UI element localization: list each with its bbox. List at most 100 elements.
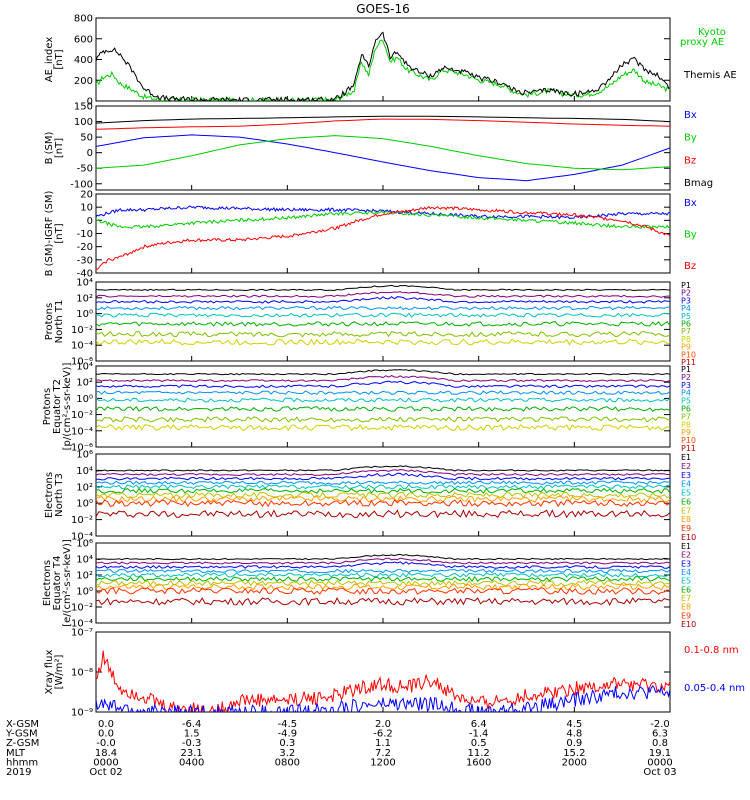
y-tick-label: 10⁻⁴ bbox=[71, 426, 93, 437]
y-axis-label: [nT] bbox=[54, 49, 65, 69]
ephemeris-value: -6.4 bbox=[182, 719, 202, 730]
channel-line-P2 bbox=[96, 375, 670, 383]
legend-E4: E4 bbox=[681, 568, 691, 577]
legend-P5: P5 bbox=[681, 397, 691, 406]
series-line-bx bbox=[96, 205, 670, 220]
y-tick-label: 10⁰ bbox=[76, 587, 93, 598]
y-tick-label: 0 bbox=[87, 216, 93, 227]
legend-By: By bbox=[684, 133, 697, 144]
y-tick-label: -10 bbox=[77, 229, 93, 240]
y-tick-label: 10⁴ bbox=[76, 278, 93, 289]
ephemeris-row-label: Y-GSM bbox=[5, 729, 38, 740]
ephemeris-value: 0.0 bbox=[98, 729, 114, 740]
ephemeris-value: Oct 02 bbox=[89, 767, 122, 778]
y-axis-label: [W/m²] bbox=[54, 654, 65, 689]
series-group bbox=[96, 205, 670, 270]
channel-line-P3 bbox=[96, 296, 670, 304]
legend-P5: P5 bbox=[681, 312, 691, 321]
y-tick-label: 10⁴ bbox=[76, 466, 93, 477]
panel-frame bbox=[95, 193, 671, 274]
channel-line-E1 bbox=[96, 553, 670, 561]
y-axis-label: Equator T2 bbox=[52, 379, 63, 434]
ephemeris-value: 7.2 bbox=[375, 748, 391, 759]
y-tick-label: 800 bbox=[74, 14, 93, 25]
legend-themis-ae: Themis AE bbox=[683, 70, 737, 81]
channel-line-P7 bbox=[96, 416, 670, 423]
legend-P9: P9 bbox=[681, 343, 691, 352]
legend-P11: P11 bbox=[681, 444, 696, 453]
channel-line-E5 bbox=[96, 484, 670, 490]
ephemeris-value: 19.1 bbox=[649, 748, 671, 759]
y-axis-label: Protons bbox=[44, 303, 55, 340]
ephemeris-value: 2000 bbox=[562, 757, 587, 768]
ephemeris-value: 0000 bbox=[647, 757, 672, 768]
channel-line-P4 bbox=[96, 390, 670, 395]
legend-P2: P2 bbox=[681, 373, 691, 382]
y-tick-label: 200 bbox=[74, 76, 93, 87]
channel-line-E3 bbox=[96, 472, 670, 481]
ephemeris-value: 1.5 bbox=[184, 729, 200, 740]
channel-line-E4 bbox=[96, 568, 670, 574]
channel-line-E9 bbox=[96, 587, 670, 595]
ephemeris-value: 4.8 bbox=[566, 729, 582, 740]
ephemeris-value: 1200 bbox=[370, 757, 395, 768]
y-tick-label: 10⁰ bbox=[76, 499, 93, 510]
legend-kyoto-proxy-ae: Kyoto bbox=[698, 27, 726, 38]
ephemeris-value: 1600 bbox=[466, 757, 491, 768]
ephemeris-value: 0.8 bbox=[652, 738, 668, 749]
y-tick-label: 10⁰ bbox=[76, 394, 93, 405]
y-tick-label: 10⁶ bbox=[76, 450, 93, 461]
legend-Bz: Bz bbox=[684, 155, 696, 166]
y-axis-label: [p/(cm²-s-sr-keV)] bbox=[62, 363, 73, 451]
ephemeris-value: 2.0 bbox=[375, 719, 391, 730]
ephemeris-table: X-GSM 0.0 -6.4 -4.5 2.0 6.4 4.5 -2.0 Y-GSM 0.0 1.5… bbox=[5, 719, 677, 778]
legend-P10: P10 bbox=[681, 350, 696, 359]
channel-line-E8 bbox=[96, 583, 670, 591]
ephemeris-value: 6.4 bbox=[471, 719, 487, 730]
y-tick-label: 10⁻⁴ bbox=[71, 619, 93, 630]
ephemeris-value: 23.1 bbox=[181, 748, 203, 759]
channel-line-E7 bbox=[96, 579, 670, 587]
channel-line-E2 bbox=[96, 469, 670, 477]
channel-line-P5 bbox=[96, 312, 670, 318]
y-tick-label: 400 bbox=[74, 55, 93, 66]
series-group bbox=[96, 465, 670, 519]
ephemeris-row-label: 2019 bbox=[6, 767, 31, 778]
legend-Bz: Bz bbox=[684, 261, 696, 272]
legend-P3: P3 bbox=[681, 381, 691, 390]
y-tick-label: -40 bbox=[77, 269, 93, 280]
channel-line-P6 bbox=[96, 321, 670, 327]
y-tick-label: 10⁻⁷ bbox=[71, 628, 93, 639]
legend-E7: E7 bbox=[681, 594, 691, 603]
panel-frame bbox=[95, 453, 671, 537]
channel-line-P6 bbox=[96, 405, 670, 412]
channel-line-P4 bbox=[96, 305, 670, 311]
panel-frame bbox=[95, 17, 671, 102]
ephemeris-value: 18.4 bbox=[95, 748, 117, 759]
y-tick-label: -50 bbox=[77, 164, 93, 175]
y-axis-label: Electrons bbox=[44, 472, 55, 518]
ephemeris-value: 3.2 bbox=[279, 748, 295, 759]
channel-line-E5 bbox=[96, 572, 670, 578]
series-line-by bbox=[96, 135, 670, 171]
channel-line-E10 bbox=[96, 597, 670, 607]
ephemeris-value: 0400 bbox=[179, 757, 204, 768]
panel-4: 10⁴ 10² 10⁰ 10⁻² 10⁻⁴ 10⁻⁶ Protons North T1 P1P2… bbox=[44, 278, 696, 368]
ephemeris-value: -4.5 bbox=[278, 719, 298, 730]
legend-P10: P10 bbox=[681, 436, 696, 445]
channel-line-P1 bbox=[96, 369, 670, 376]
y-axis-label: Equator T4 bbox=[52, 556, 63, 611]
legend-P9: P9 bbox=[681, 428, 691, 437]
legend-E2: E2 bbox=[681, 462, 691, 471]
channel-line-E1 bbox=[96, 465, 670, 472]
channel-line-E3 bbox=[96, 561, 670, 569]
y-tick-label: 20 bbox=[80, 190, 93, 201]
y-tick-label: 10⁴ bbox=[76, 555, 93, 566]
ephemeris-value: -6.2 bbox=[373, 729, 393, 740]
y-tick-label: -20 bbox=[77, 242, 93, 253]
ephemeris-value: 0800 bbox=[275, 757, 300, 768]
ephemeris-value: -2.0 bbox=[650, 719, 670, 730]
panel-frame bbox=[95, 365, 671, 448]
series-line-themis-ae bbox=[96, 31, 670, 101]
